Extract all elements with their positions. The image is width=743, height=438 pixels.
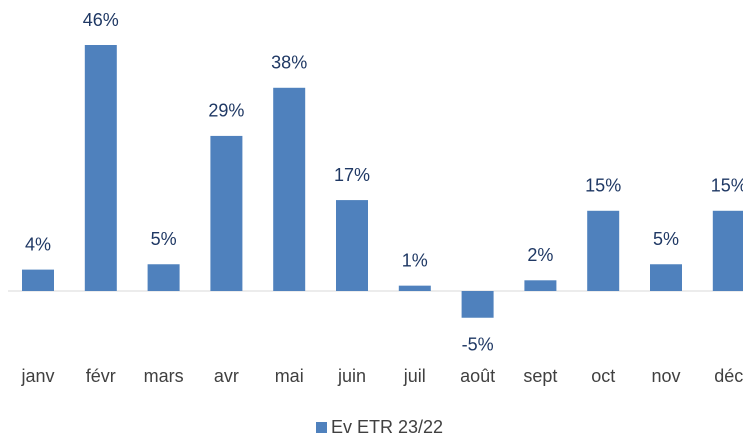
x-tick-label: août <box>460 366 495 386</box>
x-tick-label: juin <box>337 366 366 386</box>
value-label: 29% <box>208 101 244 121</box>
x-tick-label: déc <box>714 366 743 386</box>
bar <box>147 264 180 291</box>
bar <box>22 269 54 291</box>
value-label: 5% <box>653 229 679 249</box>
x-tick-label: janv <box>20 366 54 386</box>
x-tick-label: mars <box>144 366 184 386</box>
bar <box>587 210 620 291</box>
legend-swatch <box>316 422 327 433</box>
x-tick-label: mai <box>275 366 304 386</box>
legend-label: Ev ETR 23/22 <box>331 417 443 437</box>
value-label: -5% <box>462 334 494 354</box>
x-tick-label: oct <box>591 366 615 386</box>
bar <box>273 87 306 291</box>
value-label: 1% <box>402 250 428 270</box>
bar <box>461 291 494 318</box>
value-label: 5% <box>151 229 177 249</box>
x-tick-label: juil <box>403 366 426 386</box>
bar <box>336 200 368 291</box>
bar <box>650 264 682 291</box>
bar <box>712 210 743 291</box>
value-label: 2% <box>527 245 553 265</box>
x-tick-label: sept <box>523 366 557 386</box>
bar <box>84 45 117 291</box>
value-label: 15% <box>711 176 743 196</box>
value-label: 17% <box>334 165 370 185</box>
bar <box>210 135 243 291</box>
value-label: 38% <box>271 53 307 73</box>
bar <box>398 285 431 291</box>
value-label: 46% <box>83 10 119 30</box>
bar <box>524 280 557 291</box>
value-label: 4% <box>25 234 51 254</box>
value-label: 15% <box>585 176 621 196</box>
x-tick-label: avr <box>214 366 239 386</box>
x-tick-label: févr <box>86 366 116 386</box>
x-tick-label: nov <box>651 366 680 386</box>
